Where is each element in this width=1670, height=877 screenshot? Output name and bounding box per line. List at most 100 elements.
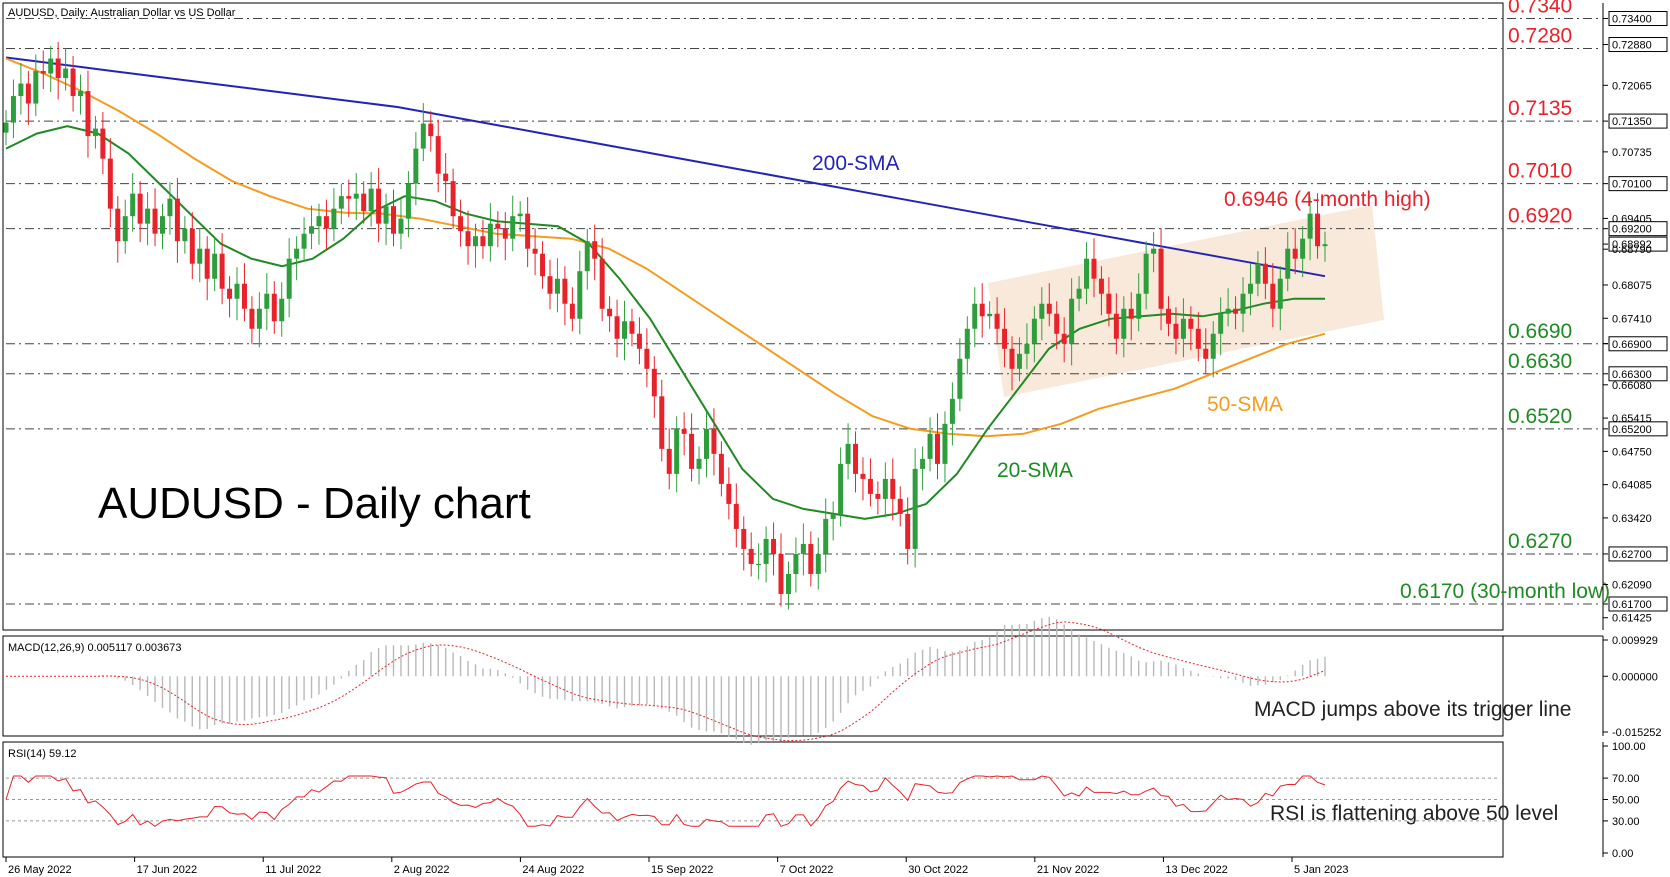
candle-body [666,448,672,474]
price-tick-label: 0.61425 [1612,613,1652,625]
candle-body [547,276,553,294]
candle-body [435,136,441,174]
rsi-note: RSI is flattening above 50 level [1270,802,1558,825]
candle-body [241,283,247,309]
candle-body [1031,318,1037,344]
price-tick-label: 0.62090 [1612,579,1652,591]
candle-body [25,83,31,104]
candle-body [659,396,665,449]
x-tick-label: 26 May 2022 [8,864,72,876]
level-label: 0.6270 [1508,530,1572,553]
candle-body [502,228,508,239]
candle-body [629,321,635,334]
candle-body [227,288,233,299]
candle-body [294,248,300,259]
candle-body [569,303,575,319]
candle-body [703,428,709,459]
moving-averages [5,56,1326,520]
candle-body [100,128,106,159]
sma200-line [5,56,1326,278]
level-label: 0.7280 [1508,25,1572,48]
candle-body [286,258,292,299]
candle-body [256,308,262,329]
candle-body [830,513,836,519]
candle-body [622,321,628,339]
candle-body [525,213,531,249]
candle-body [905,513,911,549]
candle-body [1061,333,1067,344]
candle-body [92,128,98,137]
candle-body [1121,308,1127,339]
candle-body [137,193,143,224]
candle-body [309,226,315,234]
price-tag [1608,336,1668,352]
candle-body [674,428,680,474]
candle-body [1240,293,1246,314]
candle-body [1210,333,1216,359]
candle-body [1076,288,1082,299]
candle-body [130,193,136,217]
candle-body [1255,263,1261,284]
candle-body [599,258,605,309]
candle-body [1128,308,1134,319]
candle-body [10,96,16,123]
sma50-line [5,57,1326,438]
candle-body [942,423,948,464]
price-tick-label: 0.71350 [1612,116,1652,128]
candle-body [346,196,352,199]
candle-body [1113,313,1119,339]
candle-body [1046,303,1052,314]
price-tick-label: 0.68075 [1612,280,1652,292]
macd-tick-label: 0.009929 [1612,635,1658,647]
candle-body [428,123,434,137]
candle-body [159,216,165,234]
price-tick-label: 0.72065 [1612,80,1652,92]
x-tick-label: 5 Jan 2023 [1294,864,1348,876]
candle-body [957,358,963,399]
candle-body [1173,323,1179,339]
candle-body [33,71,39,104]
candle-body [145,208,151,224]
candle-body [562,278,568,304]
candle-body [785,573,791,594]
candle-body [3,122,9,133]
candle-body [748,548,754,564]
candle-body [718,453,724,484]
rsi-panel [2,741,1504,858]
candle-body [465,231,471,247]
level-label: 0.6520 [1508,405,1572,428]
candle-body [458,216,464,232]
x-tick-label: 7 Oct 2022 [780,864,834,876]
candle-body [651,368,657,397]
candle-body [510,216,516,239]
candle-body [1158,248,1164,309]
price-tick-label: 0.66900 [1612,339,1652,351]
candle-body [383,206,389,224]
price-tick-label: 0.65200 [1612,424,1652,436]
price-axis: 0.73400 0.72880 0.72065 0.71350 0.70735 0.701… [1602,3,1668,630]
candle-body [1180,318,1186,339]
candle-body [897,498,903,514]
sma50-label: 50-SMA [1207,393,1283,416]
macd-signal-line [6,621,1326,742]
candle-body [182,228,188,242]
candle-body [1218,313,1224,334]
candle-body [115,208,121,242]
candle-body [517,213,523,217]
candle-body [778,553,784,594]
macd-panel [2,635,1504,737]
candle-body [890,478,896,499]
candle-body [934,433,940,464]
price-tick-label: 0.63420 [1612,513,1652,525]
candle-body [63,68,69,79]
candle-body [472,236,478,247]
candle-body [875,493,881,499]
candle-body [1024,343,1030,354]
candle-body [1233,308,1239,314]
candle-body [681,428,687,434]
candle-body [763,538,769,564]
candle-body [823,518,829,554]
candle-body [838,463,844,514]
rsi-indicator: 100.00 70.00 50.00 30.00 0.00 [5,741,1646,860]
